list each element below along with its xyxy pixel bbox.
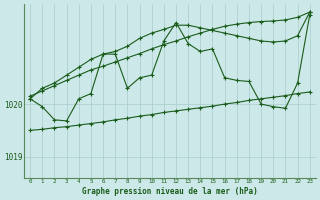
X-axis label: Graphe pression niveau de la mer (hPa): Graphe pression niveau de la mer (hPa) (82, 187, 258, 196)
